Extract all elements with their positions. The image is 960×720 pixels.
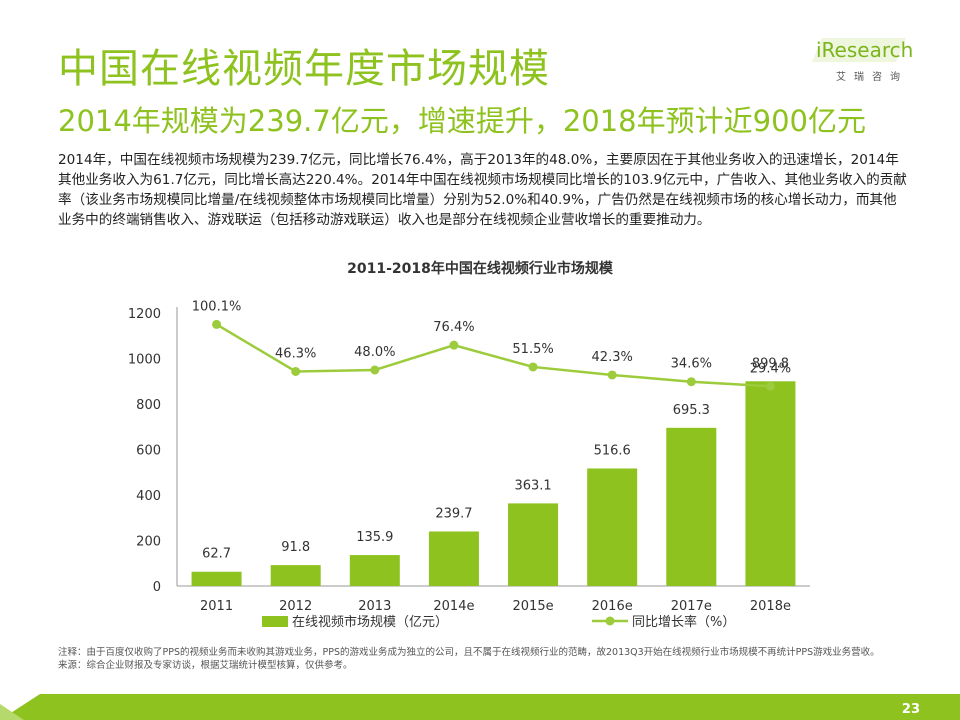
chart-title: 2011-2018年中国在线视频行业市场规模 xyxy=(347,261,613,277)
growth-label: 34.6% xyxy=(671,357,712,372)
logo-tagline: 艾瑞咨询 xyxy=(836,72,908,83)
bar-value-label: 695.3 xyxy=(673,403,710,418)
bar-value-label: 239.7 xyxy=(435,506,472,521)
x-tick-label: 2014e xyxy=(433,599,474,614)
bar xyxy=(666,427,717,586)
page-subtitle: 2014年规模为239.7亿元，增速提升，2018年预计近900亿元 xyxy=(58,104,866,138)
footnotes: 注释：由于百度仅收购了PPS的视频业务而未收购其游戏业务，PPS的游戏业务成为独… xyxy=(58,646,918,672)
bar-value-label: 62.7 xyxy=(202,547,231,562)
bar-value-label: 516.6 xyxy=(594,443,631,458)
note-text: 注释：由于百度仅收购了PPS的视频业务而未收购其游戏业务，PPS的游戏业务成为独… xyxy=(58,647,880,658)
bar xyxy=(349,555,400,586)
growth-label: 29.4% xyxy=(750,361,791,376)
y-tick-label: 400 xyxy=(136,489,161,504)
bar xyxy=(191,571,242,586)
summary-paragraph: 2014年，中国在线视频市场规模为239.7亿元，同比增长76.4%，高于201… xyxy=(58,152,907,228)
logo-shape-icon xyxy=(812,38,906,62)
growth-label: 76.4% xyxy=(433,320,474,335)
growth-point xyxy=(212,319,222,329)
growth-point xyxy=(449,340,459,350)
growth-label: 48.0% xyxy=(354,345,395,360)
page-title: 中国在线视频年度市场规模 xyxy=(58,46,550,92)
growth-point xyxy=(291,366,301,376)
legend-line-marker xyxy=(605,616,615,626)
y-tick-label: 0 xyxy=(153,580,161,595)
legend-line-label: 同比增长率（%） xyxy=(632,614,735,630)
bar-value-label: 363.1 xyxy=(514,478,551,493)
growth-point xyxy=(528,362,538,372)
legend-bar-swatch xyxy=(262,616,288,627)
growth-point xyxy=(765,381,775,391)
growth-label: 51.5% xyxy=(512,342,553,357)
bar xyxy=(587,468,638,586)
bar-value-label: 135.9 xyxy=(356,530,393,545)
market-size-chart: 0 200 400 600 800 1000 1200 62.7 2011 91.8 2012 135… xyxy=(128,299,810,630)
growth-point xyxy=(370,365,380,375)
bar xyxy=(428,531,479,586)
bar xyxy=(270,565,321,586)
y-tick-label: 1000 xyxy=(128,353,161,368)
growth-line xyxy=(215,323,771,388)
bar xyxy=(508,503,559,586)
growth-label: 100.1% xyxy=(192,299,242,314)
source-text: 来源：综合企业财报及专家访谈，根据艾瑞统计模型核算，仅供参考。 xyxy=(58,660,353,671)
footer-bar xyxy=(0,694,960,720)
bar xyxy=(745,381,796,586)
x-tick-label: 2011 xyxy=(200,599,233,614)
y-tick-label: 800 xyxy=(136,398,161,413)
y-tick-label: 200 xyxy=(136,535,161,550)
y-tick-label: 1200 xyxy=(128,307,161,322)
x-tick-label: 2016e xyxy=(592,599,633,614)
legend-bar-label: 在线视频市场规模（亿元） xyxy=(292,614,448,630)
logo-name: iResearch xyxy=(816,38,914,62)
bar-value-label: 91.8 xyxy=(281,540,310,555)
iresearch-logo: iResearch 艾瑞咨询 xyxy=(808,36,913,86)
x-tick-label: 2012 xyxy=(279,599,312,614)
growth-label: 46.3% xyxy=(275,346,316,361)
y-tick-label: 600 xyxy=(136,444,161,459)
x-tick-label: 2015e xyxy=(513,599,554,614)
growth-label: 42.3% xyxy=(592,350,633,365)
bar-value-label: 899.8 xyxy=(752,356,789,371)
page-number: 23 xyxy=(901,702,920,717)
x-tick-label: 2018e xyxy=(750,599,791,614)
growth-point xyxy=(607,370,617,380)
x-tick-label: 2017e xyxy=(671,599,712,614)
x-tick-label: 2013 xyxy=(358,599,391,614)
growth-point xyxy=(686,377,696,387)
